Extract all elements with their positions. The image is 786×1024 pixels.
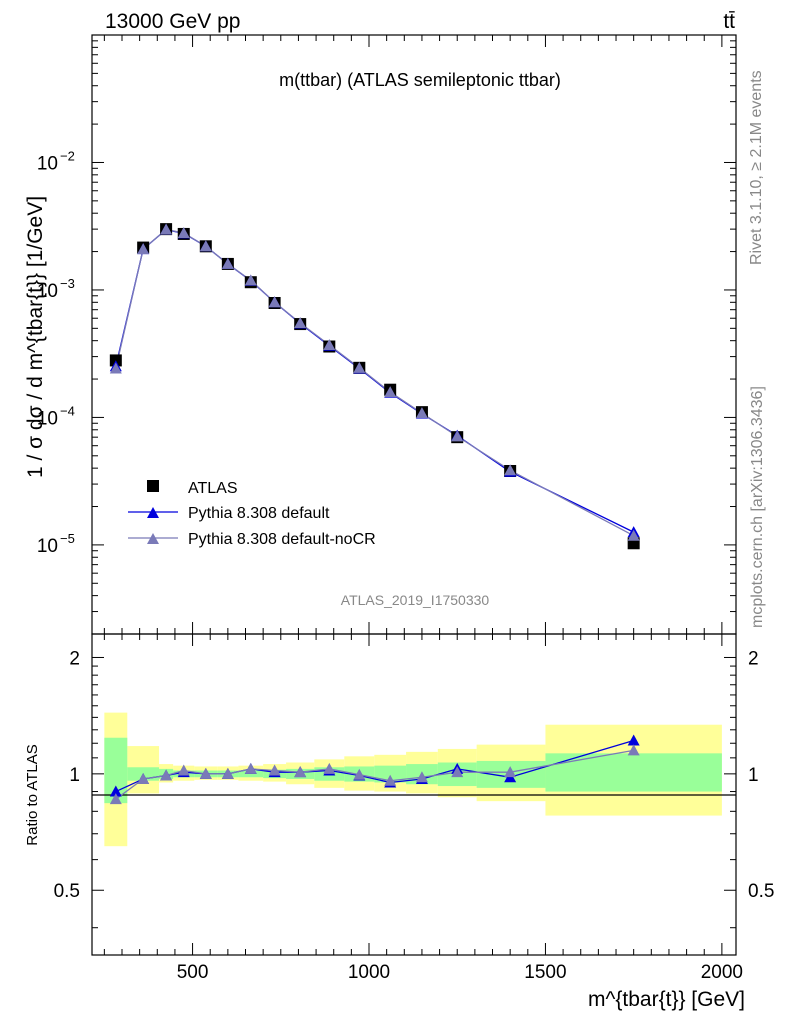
- ratio-data-point: [627, 744, 640, 756]
- y-tick-label: 10: [37, 281, 58, 302]
- legend: ATLAS Pythia 8.308 default Pythia 8.308 …: [128, 480, 376, 548]
- ratio-y-tick-label-left: 2: [69, 648, 80, 669]
- ratio-data-point: [268, 764, 281, 776]
- x-axis-label: m^{tbar{t}} [GeV]: [588, 988, 745, 1011]
- ratio-y-tick-label-right: 0.5: [748, 881, 774, 902]
- legend-label-atlas: ATLAS: [188, 480, 238, 497]
- legend-marker-nocr: [147, 533, 159, 544]
- data-point-mc: [268, 296, 281, 308]
- ratio-data-point: [137, 772, 150, 784]
- uncertainty-band-inner: [374, 765, 407, 783]
- data-point-mc: [221, 257, 234, 269]
- ratio-data-point: [160, 769, 173, 781]
- series-line: [115, 228, 634, 537]
- ratio-panel: 0.5 0.5 1 1 2 2 500 1000 1500 2000 Ratio to ATLAS…: [24, 633, 775, 1011]
- ratio-series: [109, 734, 640, 805]
- main-y-tick-labels: 10−510−410−310−2: [37, 148, 75, 556]
- data-point-mc: [627, 529, 640, 541]
- ratio-series-line: [115, 749, 634, 800]
- data-point-mc: [199, 240, 212, 252]
- x-tick-label: 500: [177, 962, 209, 983]
- ratio-data-point: [294, 766, 307, 778]
- ratio-y-tick-label-right: 1: [748, 765, 759, 786]
- ratio-data-point: [177, 764, 190, 776]
- legend-marker-atlas: [147, 480, 159, 492]
- ratio-tick-labels: 0.5 0.5 1 1 2 2 500 1000 1500 2000: [54, 648, 775, 983]
- rivet-label: Rivet 3.1.10, ≥ 2.1M events: [748, 70, 765, 265]
- y-tick-label: 10: [37, 153, 58, 174]
- y-tick-label-exponent: −5: [60, 531, 75, 546]
- ratio-data-point: [199, 767, 212, 779]
- ratio-data-point: [451, 766, 464, 778]
- data-point-mc: [177, 226, 190, 238]
- process-label: tt̄: [723, 10, 735, 33]
- ratio-data-point: [384, 774, 397, 786]
- energy-label: 13000 GeV pp: [105, 10, 240, 33]
- ratio-y-tick-label-right: 2: [748, 648, 759, 669]
- data-point-mc: [244, 274, 257, 286]
- ratio-data-point: [353, 768, 366, 780]
- ratio-y-tick-label-left: 1: [69, 765, 80, 786]
- data-point-mc: [109, 362, 122, 374]
- data-point-mc: [451, 430, 464, 442]
- data-point-mc: [504, 464, 517, 476]
- main-y-axis-label: 1 / σ dσ / d m^{tbar{t}} [1/GeV]: [24, 196, 47, 478]
- y-tick-label-exponent: −3: [60, 276, 75, 291]
- data-point-mc: [415, 407, 428, 419]
- ratio-series-line: [115, 739, 634, 793]
- analysis-watermark: ATLAS_2019_I1750330: [341, 592, 490, 608]
- ratio-data-point: [221, 767, 234, 779]
- data-point-mc: [323, 338, 336, 350]
- ratio-data-point: [323, 762, 336, 774]
- mcplots-label: mcplots.cern.ch [arXiv:1306.3436]: [749, 386, 766, 628]
- data-point-mc: [294, 317, 307, 329]
- uncertainty-band-inner: [104, 737, 128, 804]
- main-ticks: [92, 34, 736, 635]
- ratio-ticks: [92, 634, 736, 955]
- data-point-mc: [384, 386, 397, 398]
- ratio-data-point: [109, 793, 122, 805]
- ratio-data-point: [244, 762, 257, 774]
- ratio-y-axis-label: Ratio to ATLAS: [24, 744, 41, 845]
- data-point-mc: [353, 361, 366, 373]
- main-series: [109, 223, 640, 550]
- uncertainty-band-inner: [545, 753, 722, 792]
- x-tick-label: 1500: [524, 962, 566, 983]
- ratio-y-tick-label-left: 0.5: [54, 881, 80, 902]
- y-tick-label: 10: [37, 536, 58, 557]
- ratio-data-point: [415, 771, 428, 783]
- y-tick-label-exponent: −4: [60, 403, 75, 418]
- ratio-data-point: [627, 734, 640, 746]
- legend-label-nocr: Pythia 8.308 default-noCR: [188, 531, 376, 548]
- y-tick-label-exponent: −2: [60, 148, 75, 163]
- x-tick-label: 1000: [348, 962, 390, 983]
- data-point-mc: [160, 223, 173, 235]
- chart-title: m(ttbar) (ATLAS semileptonic ttbar): [279, 70, 561, 90]
- x-tick-label: 2000: [701, 962, 743, 983]
- main-panel: 10−510−410−310−2 m(ttbar) (ATLAS semilep…: [24, 34, 737, 635]
- ratio-data-point: [109, 785, 122, 797]
- legend-label-default: Pythia 8.308 default: [188, 505, 330, 522]
- data-point-mc: [137, 243, 150, 255]
- legend-marker-default: [147, 507, 159, 518]
- ratio-frame: [91, 633, 737, 956]
- ratio-data-point: [504, 766, 517, 778]
- y-tick-label: 10: [37, 408, 58, 429]
